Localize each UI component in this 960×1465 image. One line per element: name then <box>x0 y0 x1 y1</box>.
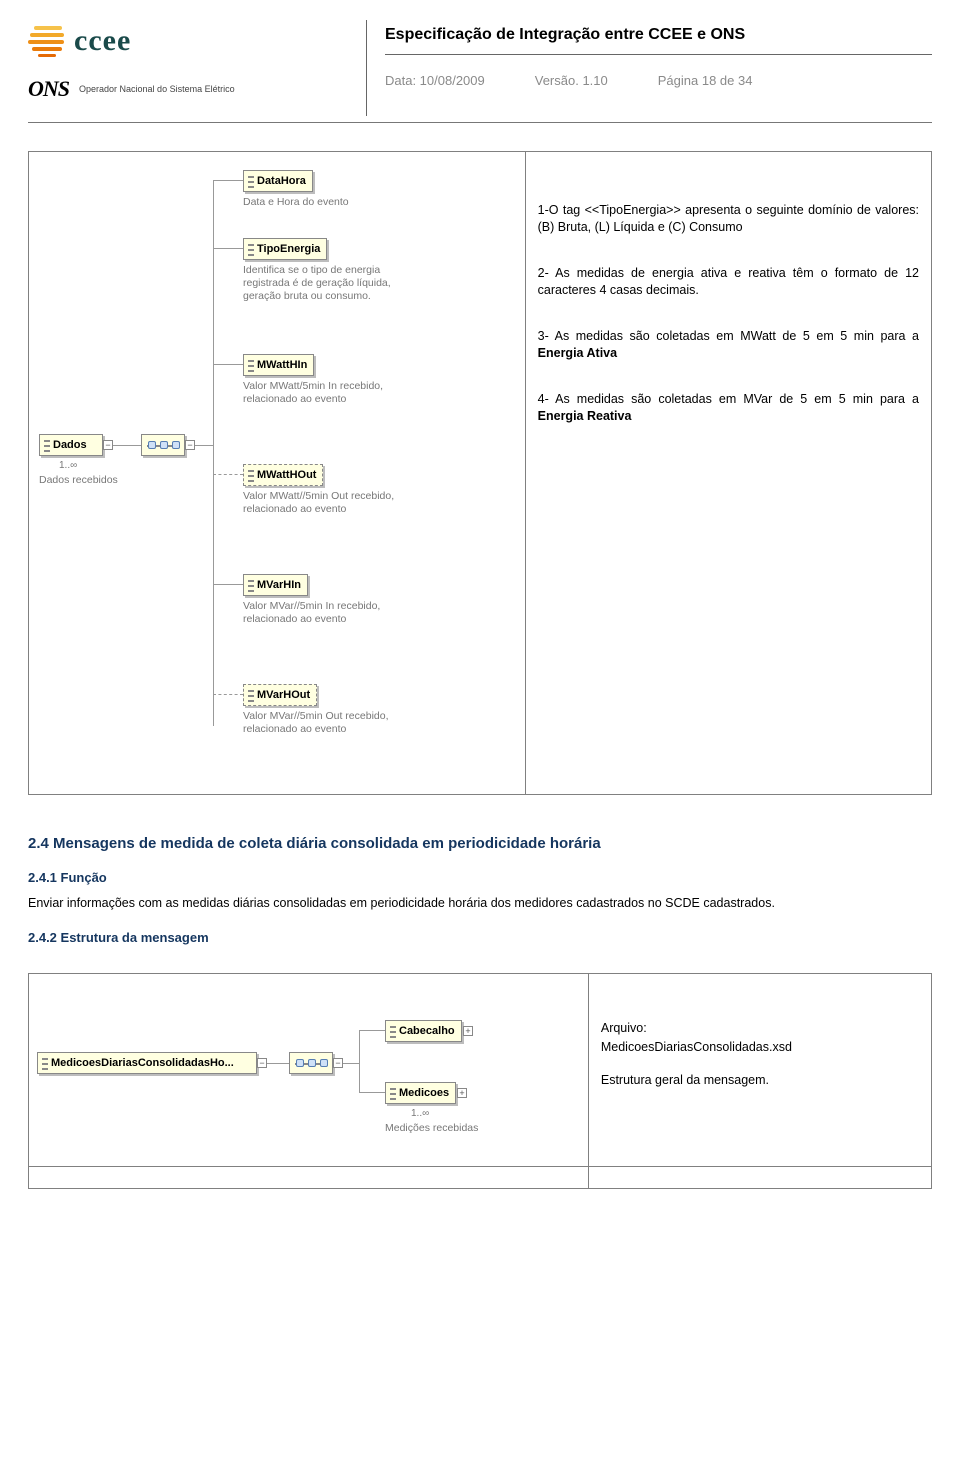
note-3: 3- As medidas são coletadas em MWatt de … <box>538 328 919 361</box>
xsd-caption: Valor MWatt/5min In recebido, relacionad… <box>243 380 413 406</box>
schema2-diagram-cell: MedicoesDiariasConsolidadasHo... − − Cab… <box>29 973 589 1166</box>
empty-cell <box>588 1166 931 1188</box>
xsd-node-mwatthin: MWattHIn <box>243 354 314 376</box>
xsd-node-root2: MedicoesDiariasConsolidadasHo... <box>37 1052 257 1074</box>
xsd-caption: Identifica se o tipo de energia registra… <box>243 264 423 303</box>
note-bold: Energia Reativa <box>538 409 632 423</box>
xsd-node-cabecalho: Cabecalho <box>385 1020 462 1042</box>
xsd-node-mvarhin: MVarHIn <box>243 574 308 596</box>
ccee-spiral-icon <box>28 22 66 60</box>
explanation-cell: 1-O tag <<TipoEnergia>> apresenta o segu… <box>525 152 931 795</box>
xsd-node-mwatthout: MWattHOut <box>243 464 323 486</box>
paragraph-2-4-1: Enviar informações com as medidas diária… <box>28 895 932 912</box>
xsd-caption: Valor MVar//5min Out recebido, relaciona… <box>243 710 413 736</box>
note-text: 4- As medidas são coletadas em MVar de 5… <box>538 392 919 406</box>
doc-title: Especificação de Integração entre CCEE e… <box>385 20 932 55</box>
xsd-diagram-medicoes: MedicoesDiariasConsolidadasHo... − − Cab… <box>33 980 584 1160</box>
xsd-node-tipoenergia: TipoEnergia <box>243 238 327 260</box>
schema-notes-table: Dados − 1..∞ Dados recebidos − <box>28 151 932 795</box>
expand-icon: + <box>457 1088 467 1098</box>
ons-logo: ONS Operador Nacional do Sistema Elétric… <box>28 76 338 102</box>
cardinality: 1..∞ <box>59 460 77 471</box>
schema-diagram-cell: Dados − 1..∞ Dados recebidos − <box>29 152 526 795</box>
xsd-caption: Data e Hora do evento <box>243 196 349 209</box>
xsd-label: MWattHOut <box>257 469 316 481</box>
note-4: 4- As medidas são coletadas em MVar de 5… <box>538 391 919 424</box>
xsd-label: TipoEnergia <box>257 243 320 255</box>
note-text: 1-O tag <<TipoEnergia>> apresenta o segu… <box>538 203 919 234</box>
note-2: 2- As medidas de energia ativa e reativa… <box>538 265 919 298</box>
xsd-diagram-dados: Dados − 1..∞ Dados recebidos − <box>33 158 521 788</box>
xsd-caption: Valor MVar//5min In recebido, relacionad… <box>243 600 413 626</box>
note-1: 1-O tag <<TipoEnergia>> apresenta o segu… <box>538 202 919 235</box>
doc-meta: Data: 10/08/2009 Versão. 1.10 Página 18 … <box>385 55 932 88</box>
heading-2-4: 2.4 Mensagens de medida de coleta diária… <box>28 835 932 852</box>
meta-version: Versão. 1.10 <box>535 73 608 88</box>
xsd-label: Medicoes <box>399 1087 449 1099</box>
collapse-icon: − <box>257 1058 267 1068</box>
sequence-icon <box>141 434 185 456</box>
collapse-icon: − <box>103 440 113 450</box>
ccee-wordmark: ccee <box>74 24 131 58</box>
schema2-text-cell: Arquivo: MedicoesDiariasConsolidadas.xsd… <box>588 973 931 1166</box>
empty-cell <box>29 1166 589 1188</box>
cardinality: 1..∞ <box>411 1108 429 1119</box>
meta-date: Data: 10/08/2009 <box>385 73 485 88</box>
xsd-node-dados: Dados <box>39 434 103 456</box>
xsd-node-medicoes: Medicoes <box>385 1082 456 1104</box>
collapse-icon: − <box>185 440 195 450</box>
ons-wordmark: ONS <box>28 76 69 102</box>
schema-table-2: MedicoesDiariasConsolidadasHo... − − Cab… <box>28 973 932 1189</box>
xsd-label: MVarHIn <box>257 579 301 591</box>
arquivo-label: Arquivo: <box>601 1020 919 1037</box>
heading-2-4-1: 2.4.1 Função <box>28 870 932 885</box>
xsd-node-mvarhout: MVarHOut <box>243 684 317 706</box>
doc-header: ccee ONS Operador Nacional do Sistema El… <box>28 20 932 123</box>
sequence-icon <box>289 1052 333 1074</box>
xsd-label: MedicoesDiariasConsolidadasHo... <box>51 1057 234 1069</box>
arquivo-name: MedicoesDiariasConsolidadas.xsd <box>601 1039 919 1056</box>
expand-icon: + <box>463 1026 473 1036</box>
heading-2-4-2: 2.4.2 Estrutura da mensagem <box>28 930 932 945</box>
ons-subtitle: Operador Nacional do Sistema Elétrico <box>79 84 235 94</box>
xsd-label: MVarHOut <box>257 689 310 701</box>
header-right: Especificação de Integração entre CCEE e… <box>366 20 932 116</box>
xsd-caption: Medições recebidas <box>385 1122 478 1135</box>
note-text: 2- As medidas de energia ativa e reativa… <box>538 266 919 297</box>
xsd-label: MWattHIn <box>257 359 307 371</box>
note-text: 3- As medidas são coletadas em MWatt de … <box>538 329 919 343</box>
xsd-label: DataHora <box>257 175 306 187</box>
xsd-label: Cabecalho <box>399 1025 455 1037</box>
xsd-node-datahora: DataHora <box>243 170 313 192</box>
estrutura-desc: Estrutura geral da mensagem. <box>601 1072 919 1089</box>
xsd-label: Dados <box>53 439 87 451</box>
xsd-caption: Valor MWatt//5min Out recebido, relacion… <box>243 490 413 516</box>
meta-page: Página 18 de 34 <box>658 73 753 88</box>
note-bold: Energia Ativa <box>538 346 617 360</box>
xsd-caption: Dados recebidos <box>39 474 118 487</box>
collapse-icon: − <box>333 1058 343 1068</box>
logo-stack: ccee ONS Operador Nacional do Sistema El… <box>28 20 338 102</box>
ccee-logo: ccee <box>28 22 338 60</box>
